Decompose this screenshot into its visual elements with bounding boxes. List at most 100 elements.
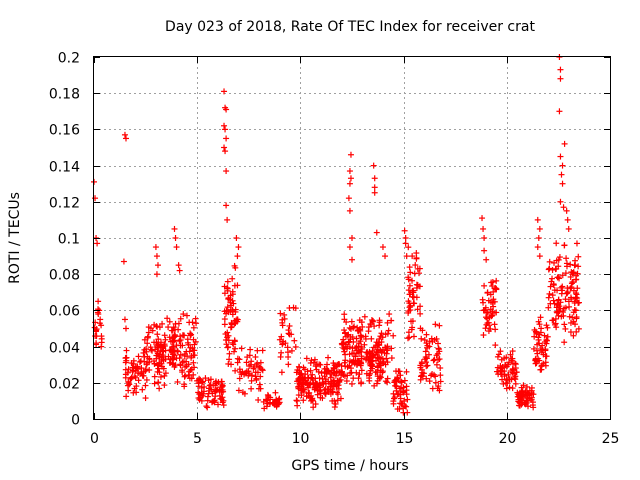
data-point [155, 379, 162, 386]
plot-frame [93, 56, 611, 420]
data-point [259, 347, 266, 354]
data-point [340, 371, 347, 378]
data-point [228, 320, 235, 327]
data-point [374, 342, 381, 349]
data-point [173, 244, 180, 251]
data-point [509, 348, 516, 355]
data-point [304, 379, 311, 386]
data-point [294, 402, 301, 409]
data-point [180, 332, 187, 339]
data-point [557, 198, 564, 205]
data-point [546, 265, 553, 272]
data-point [554, 301, 561, 308]
data-point [559, 162, 566, 169]
data-point [375, 355, 382, 362]
data-point [535, 235, 542, 241]
data-point [413, 250, 420, 257]
data-point [175, 326, 182, 333]
data-point [403, 368, 410, 375]
data-point [523, 383, 530, 390]
data-point [572, 257, 579, 264]
data-point [377, 374, 384, 381]
data-point [479, 296, 486, 303]
data-point [576, 299, 583, 306]
data-point [399, 388, 406, 395]
data-point [305, 384, 312, 391]
x-tick-label: 20 [499, 431, 517, 447]
data-point [221, 144, 228, 151]
data-point [308, 397, 315, 404]
data-point [367, 354, 374, 361]
data-point [396, 368, 403, 375]
data-point [288, 347, 295, 354]
data-point [221, 122, 228, 129]
data-point [566, 303, 573, 310]
data-point [501, 355, 508, 362]
data-point [499, 376, 506, 383]
data-point [480, 225, 487, 232]
data-point [330, 360, 337, 367]
data-point [491, 321, 498, 328]
data-point [397, 400, 404, 407]
data-point [133, 383, 140, 390]
data-point [368, 358, 375, 365]
data-point [224, 304, 231, 311]
data-point [278, 333, 285, 340]
data-point [492, 284, 499, 291]
data-point [248, 377, 255, 384]
data-point [544, 324, 551, 331]
data-point [382, 344, 389, 351]
data-point [285, 327, 292, 334]
data-point [573, 240, 580, 247]
data-point [350, 375, 357, 382]
data-point [421, 356, 428, 363]
data-point [212, 382, 219, 389]
data-point [154, 331, 161, 338]
data-point [424, 344, 431, 351]
data-point [125, 387, 132, 394]
data-point [282, 340, 289, 347]
data-point [421, 336, 428, 343]
data-point [171, 352, 178, 359]
data-point [490, 303, 497, 310]
data-point [169, 337, 176, 344]
data-point [293, 369, 300, 376]
data-point [147, 344, 154, 351]
data-point [348, 380, 355, 387]
data-point [570, 318, 577, 325]
data-point [524, 394, 531, 401]
data-point [330, 378, 337, 385]
y-axis-label: ROTI / TECUs [7, 192, 23, 284]
data-point [217, 395, 224, 402]
data-point [494, 353, 501, 360]
data-point [338, 340, 345, 347]
data-point [142, 395, 149, 402]
data-point [292, 343, 299, 350]
data-point [223, 168, 230, 175]
data-point [551, 300, 558, 307]
data-point [143, 376, 150, 383]
data-point [94, 240, 101, 247]
data-point [559, 180, 566, 187]
data-point [189, 319, 196, 326]
y-tick-label: 0.16 [49, 123, 80, 139]
data-point [152, 244, 159, 251]
data-point [346, 244, 353, 251]
data-point [406, 282, 413, 289]
data-point [327, 374, 334, 381]
data-point [556, 108, 563, 115]
data-point [483, 256, 490, 263]
data-point [573, 314, 580, 321]
data-point [310, 404, 317, 411]
data-point [142, 382, 149, 389]
data-point [541, 332, 548, 339]
data-point [290, 304, 297, 311]
data-point [221, 316, 228, 323]
data-point [361, 313, 368, 320]
data-point [543, 353, 550, 360]
data-point [346, 344, 353, 351]
data-point [571, 298, 578, 305]
data-point [401, 227, 408, 234]
data-point [435, 356, 442, 363]
data-point [328, 370, 335, 377]
